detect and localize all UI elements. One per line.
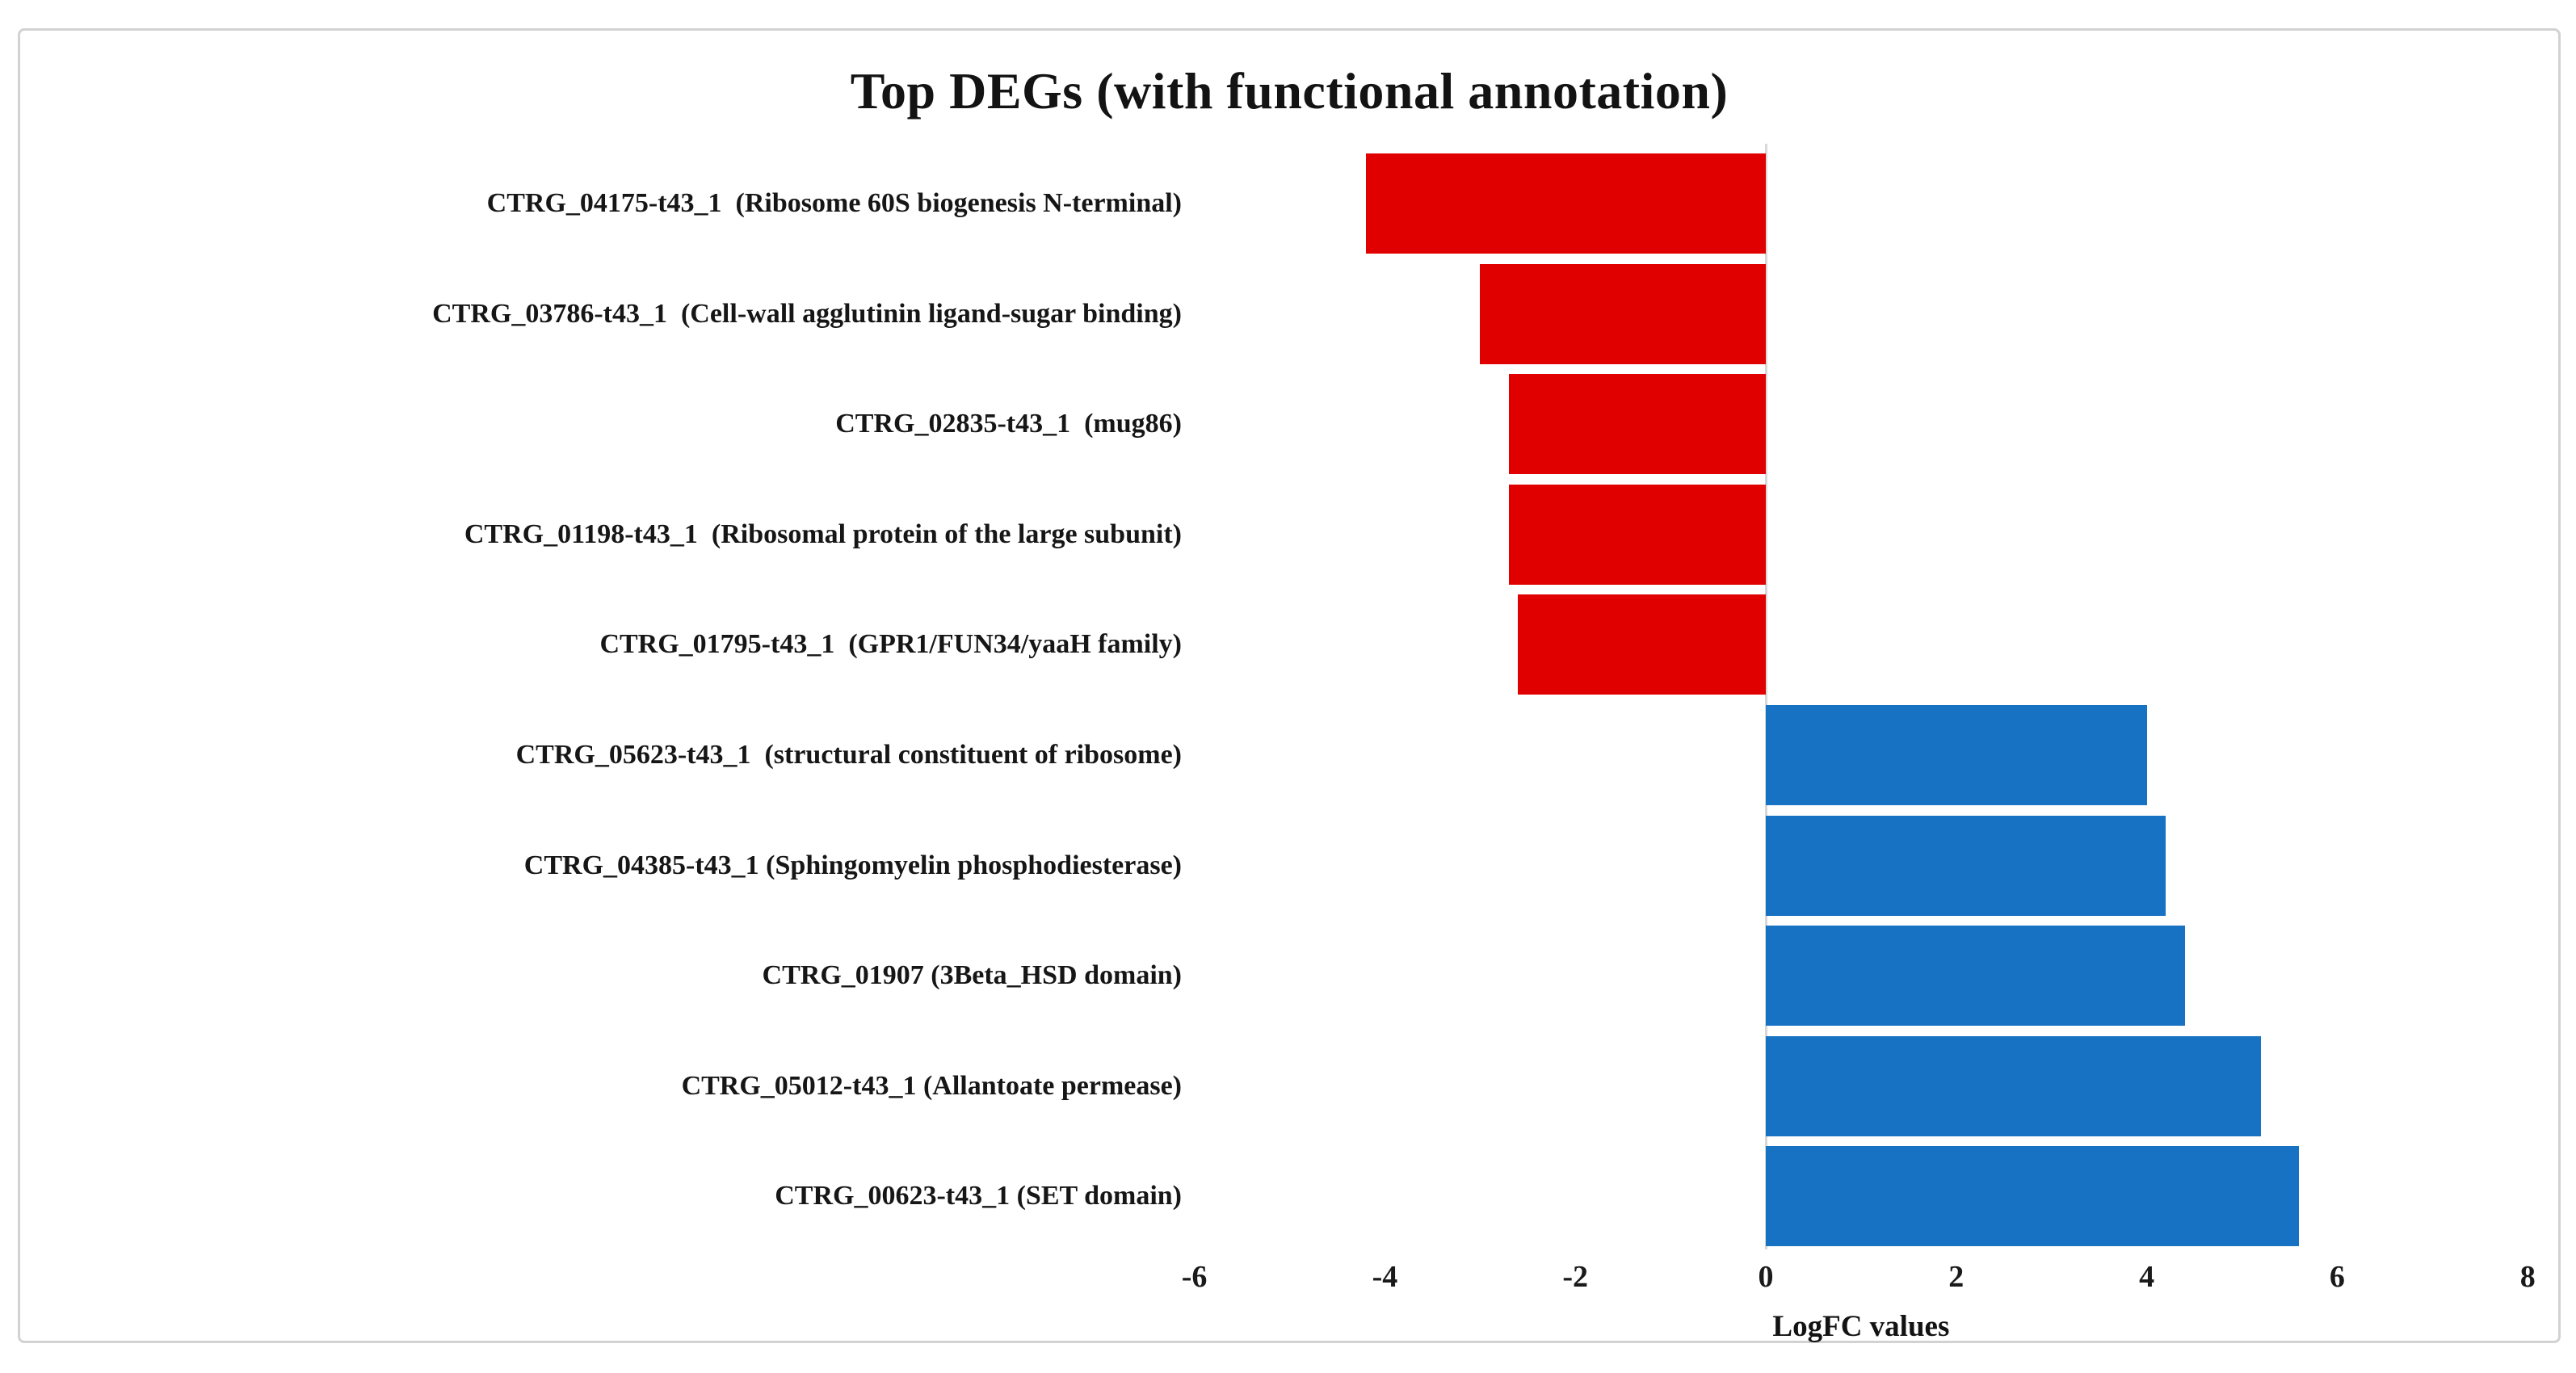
- x-tick-label: 8: [2519, 1260, 2536, 1295]
- bar-negative: [1508, 484, 1766, 585]
- x-tick-label: -4: [1372, 1260, 1398, 1295]
- category-label: CTRG_03786-t43_1 (Cell-wall agglutinin l…: [432, 298, 1182, 329]
- bar-negative: [1508, 374, 1766, 475]
- x-tick-label: 0: [1758, 1260, 1774, 1295]
- bar-positive: [1766, 705, 2147, 805]
- category-label: CTRG_01795-t43_1 (GPR1/FUN34/yaaH family…: [599, 629, 1182, 660]
- bar-positive: [1766, 815, 2166, 916]
- bar-negative: [1365, 153, 1766, 254]
- x-tick-label: -6: [1181, 1260, 1208, 1295]
- x-tick-label: 6: [2329, 1260, 2345, 1295]
- zero-axis-line: [1764, 144, 1767, 1250]
- x-axis-title: LogFC values: [1772, 1310, 1950, 1344]
- bar-positive: [1766, 1035, 2262, 1136]
- category-label: CTRG_02835-t43_1 (mug86): [835, 409, 1182, 439]
- bar-negative: [1518, 594, 1766, 695]
- bar-positive: [1766, 1146, 2300, 1247]
- category-label: CTRG_01198-t43_1 (Ribosomal protein of t…: [464, 519, 1182, 549]
- category-label: CTRG_04175-t43_1 (Ribosome 60S biogenesi…: [486, 188, 1182, 218]
- chart-title: Top DEGs (with functional annotation): [850, 62, 1729, 120]
- category-label: CTRG_04385-t43_1 (Sphingomyelin phosphod…: [523, 850, 1182, 880]
- x-tick-label: -2: [1562, 1260, 1589, 1295]
- category-label: CTRG_00623-t43_1 (SET domain): [775, 1181, 1182, 1211]
- bar-positive: [1766, 926, 2185, 1027]
- x-tick-label: 2: [1948, 1260, 1965, 1295]
- figure-card: Top DEGs (with functional annotation) CT…: [18, 28, 2561, 1343]
- category-label: CTRG_05012-t43_1 (Allantoate permease): [681, 1070, 1182, 1101]
- category-label: CTRG_05623-t43_1 (structural constituent…: [515, 740, 1182, 770]
- category-label: CTRG_01907 (3Beta_HSD domain): [762, 960, 1182, 991]
- x-tick-label: 4: [2139, 1260, 2155, 1295]
- bar-negative: [1480, 263, 1766, 364]
